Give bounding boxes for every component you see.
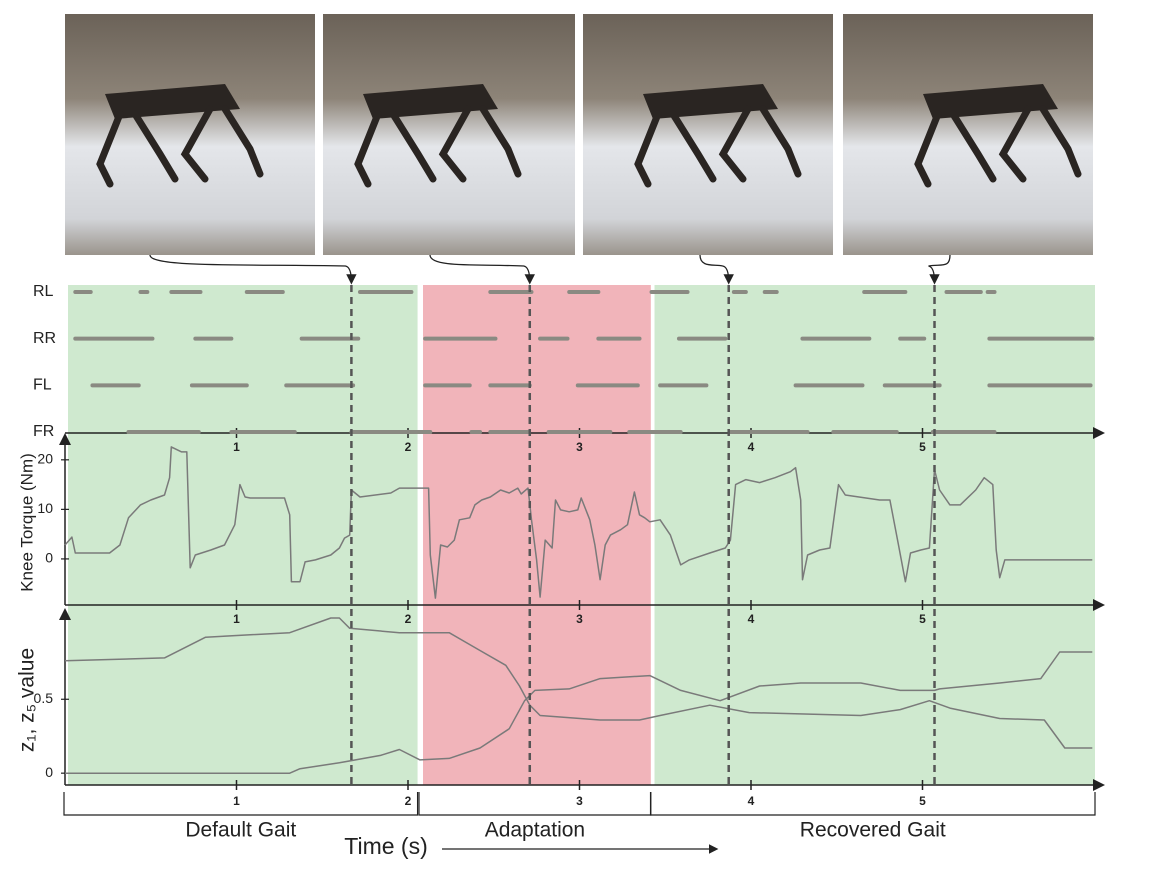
photo-strip — [65, 14, 1093, 255]
x-tick-label: 3 — [576, 440, 583, 454]
data-line — [64, 446, 1093, 599]
x-tick-label: 3 — [576, 794, 583, 808]
phase-region — [423, 285, 651, 785]
leg-label: RL — [33, 283, 54, 300]
photo-arrow — [429, 254, 535, 285]
y-tick-label: 10 — [37, 500, 53, 516]
photo — [583, 14, 833, 255]
x-tick-label: 2 — [405, 612, 412, 626]
x-tick-label: 1 — [233, 440, 240, 454]
x-tick-label: 1 — [233, 612, 240, 626]
data-line — [65, 651, 1093, 774]
x-tick-label: 5 — [919, 794, 926, 808]
x-tick-label: 2 — [405, 440, 412, 454]
y-tick-label: 0 — [45, 550, 53, 566]
photo-arrow — [699, 254, 734, 285]
photo-arrow — [149, 254, 357, 285]
phase-bracket — [649, 792, 1096, 816]
plot-layer: Default Gait Adaptation Recovered Gait 1 2 3 4… — [16, 254, 1105, 842]
y-tick-label: 0.5 — [34, 690, 54, 706]
y-tick-label: 20 — [37, 451, 53, 467]
background-layer — [68, 285, 1095, 785]
y-tick-label: 0 — [45, 764, 53, 780]
x-tick-label: 1 — [233, 794, 240, 808]
x-tick-label: 4 — [748, 612, 755, 626]
data-line — [64, 617, 1093, 749]
photo — [323, 14, 575, 255]
photo-arrow — [928, 254, 951, 285]
y-axis-title: Knee Torque (Nm) — [17, 453, 36, 592]
x-tick-label: 2 — [405, 794, 412, 808]
leg-label: FR — [33, 423, 54, 440]
phase-bracket — [63, 792, 419, 816]
leg-label: FL — [33, 377, 52, 394]
leg-label: RR — [33, 330, 56, 347]
x-axis-title: Time (s) — [344, 833, 427, 859]
x-tick-label: 5 — [919, 440, 926, 454]
phase-bracket — [418, 792, 652, 816]
photo — [843, 14, 1093, 255]
phase-label: Adaptation — [485, 819, 585, 842]
phase-label: Default Gait — [185, 819, 296, 842]
x-tick-label: 3 — [576, 612, 583, 626]
y-axis-title: z₁, z₅ value — [16, 648, 39, 752]
phase-region — [68, 285, 418, 785]
x-tick-label: 4 — [748, 794, 755, 808]
x-tick-label: 4 — [748, 440, 755, 454]
phase-region — [654, 285, 1095, 785]
x-tick-label: 5 — [919, 612, 926, 626]
photo — [65, 14, 315, 255]
phase-label: Recovered Gait — [800, 819, 946, 842]
